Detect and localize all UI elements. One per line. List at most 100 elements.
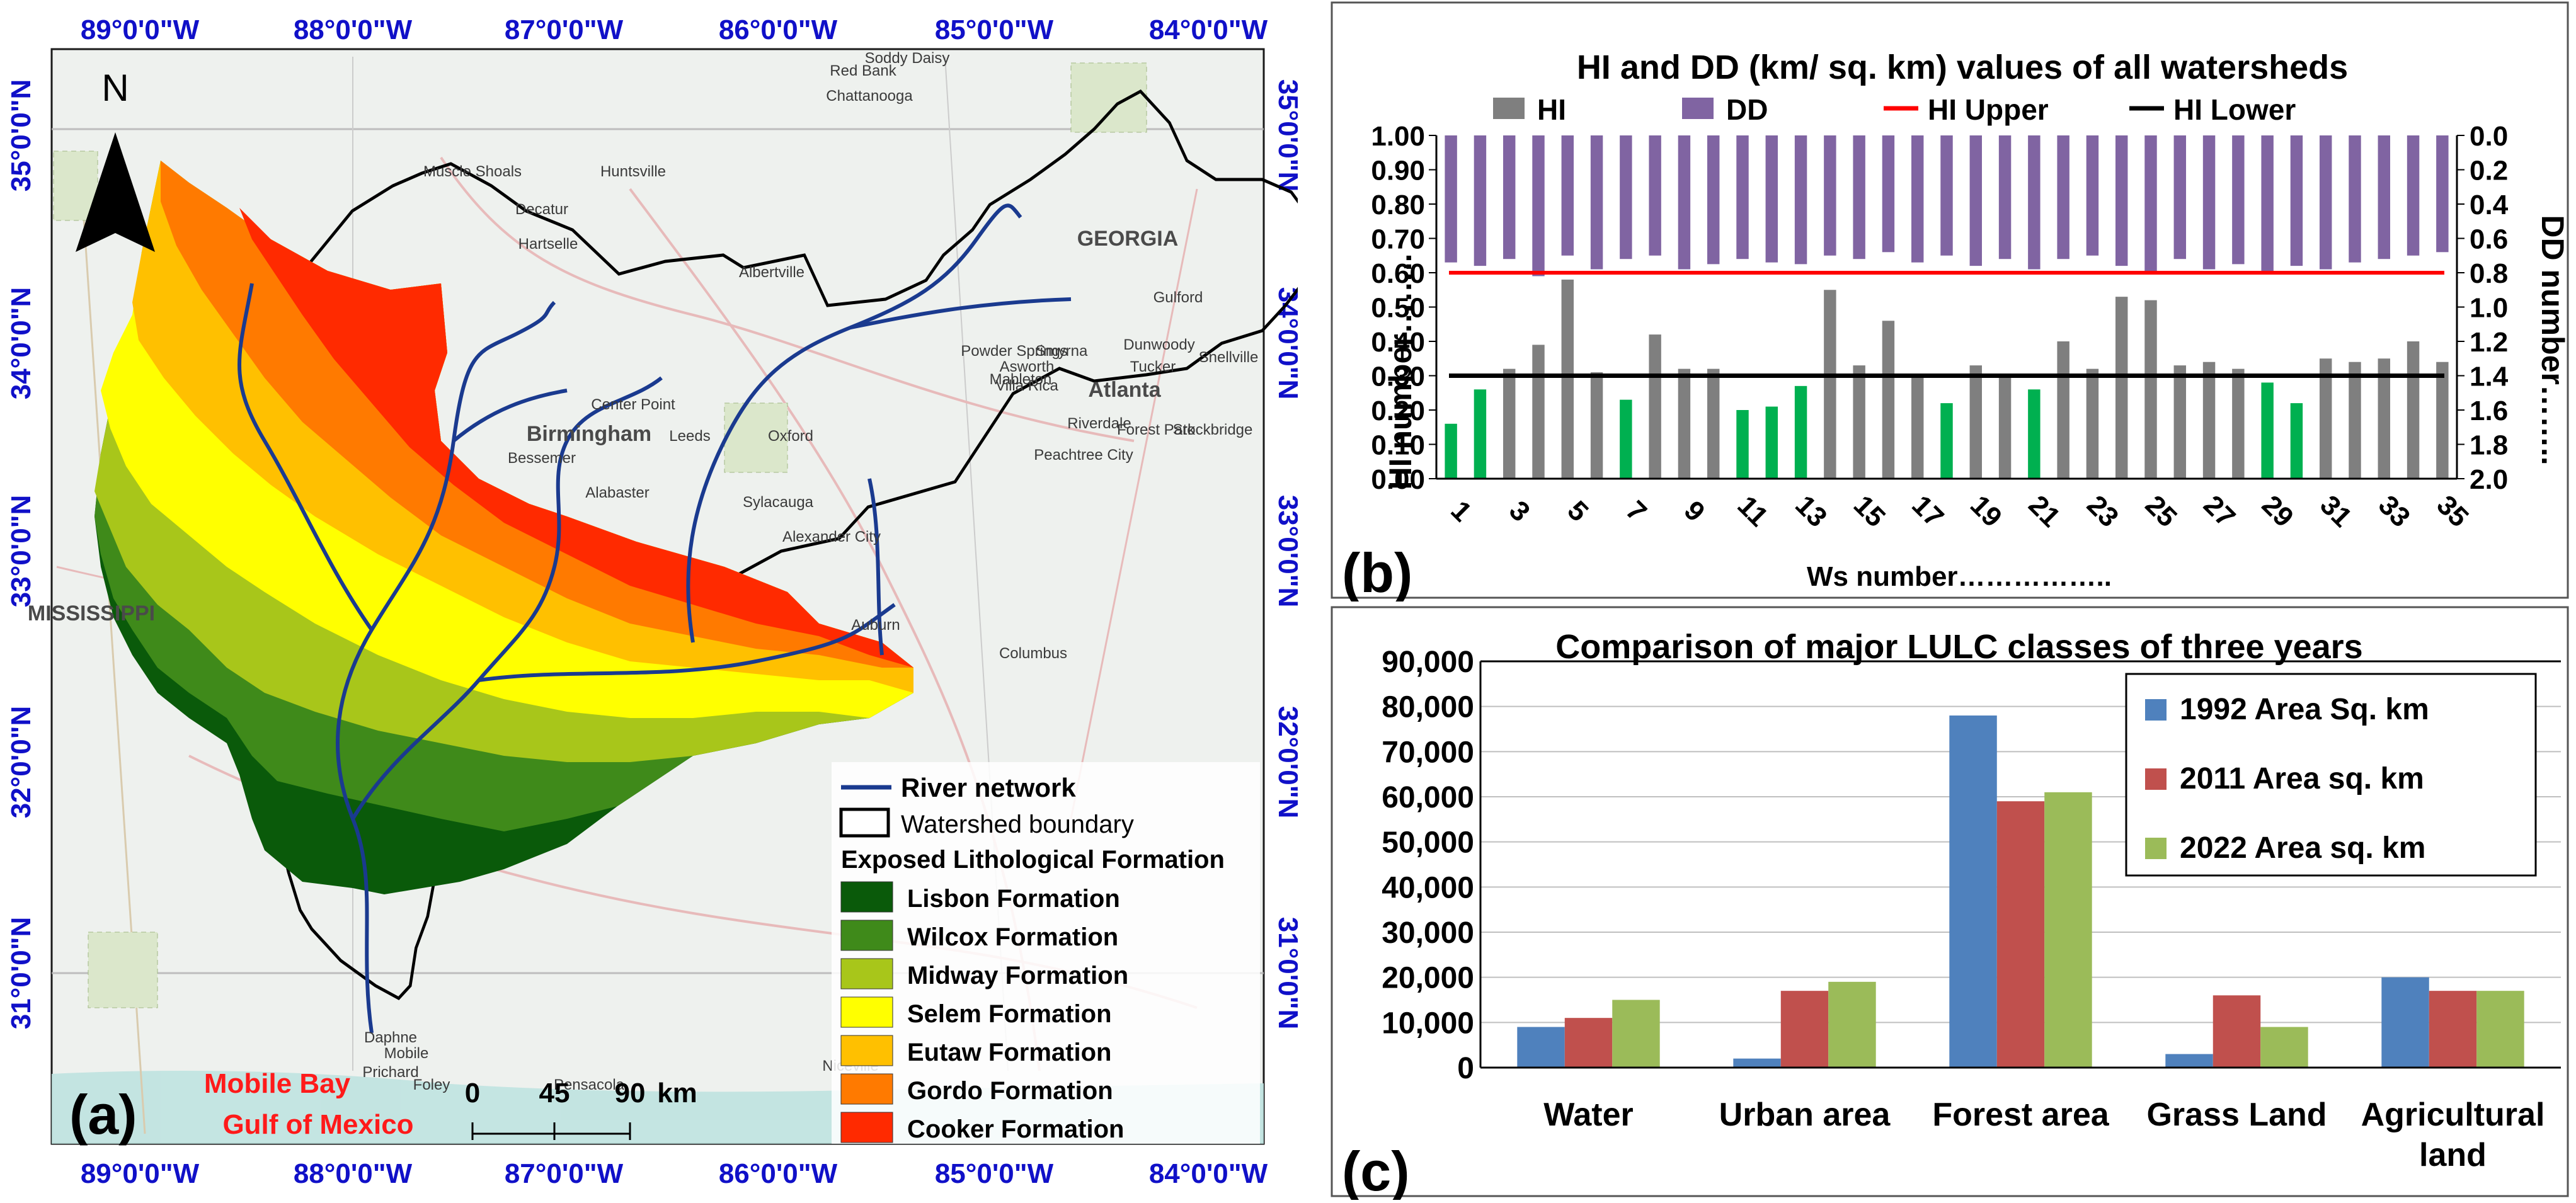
map-place-label: Villa Rica (995, 377, 1058, 394)
hi-bar (1620, 399, 1632, 479)
hi-bar (2028, 389, 2041, 479)
scale-label-km: km (657, 1078, 697, 1109)
dd-bar (2319, 135, 2332, 270)
lulc-bar (2165, 1054, 2213, 1068)
lon-label-top: 85°0'0"W (935, 14, 1054, 45)
lon-label-bottom: 86°0'0"W (719, 1158, 838, 1189)
lon-label-top: 89°0'0"W (81, 14, 200, 45)
chart-c-legend-label: 2011 Area sq. km (2180, 762, 2424, 795)
hi-bar (1707, 368, 1720, 479)
dd-bar (2028, 135, 2041, 270)
dd-bar (1678, 135, 1691, 270)
legend-formation-swatch (840, 881, 893, 913)
chart-c-ytick: 70,000 (1382, 736, 1474, 769)
map-place-label: Tucker (1130, 358, 1176, 375)
chart-c-category-label: Agricultural (2361, 1097, 2545, 1133)
chart-b-ytick: 0.90 (1371, 156, 1425, 186)
map-place-label: Snellville (1199, 349, 1259, 366)
lat-label-left: 34°0'0"N (6, 287, 37, 400)
map-place-label: Powder Springs (961, 343, 1067, 360)
legend-formation-swatch (840, 1112, 893, 1143)
lon-label-top: 84°0'0"W (1149, 14, 1268, 45)
lulc-bar (2429, 991, 2477, 1068)
lat-label-left: 32°0'0"N (6, 706, 37, 819)
chart-c-ytick: 60,000 (1382, 781, 1474, 814)
chart-b-legend-label: HI (1537, 93, 1566, 126)
chart-c-category-label: Urban area (1719, 1097, 1891, 1133)
map-place-label: Hartselle (518, 236, 578, 253)
lon-label-top: 86°0'0"W (719, 14, 838, 45)
legend-formation-item: Cooker Formation (840, 1112, 1124, 1143)
dd-bar (2407, 135, 2420, 256)
chart-b-y2tick: 0.6 (2470, 224, 2508, 255)
mobile-bay-label: Mobile Bay (204, 1068, 351, 1099)
map-place-label: Oxford (768, 428, 813, 445)
legend-formation-label: Midway Formation (907, 962, 1128, 989)
hi-dd-chart: HI and DD (km/ sq. km) values of all wat… (1331, 1, 2570, 604)
map-place-label: Forest Park (1117, 421, 1196, 438)
legend-boundary-label: Watershed boundary (901, 811, 1134, 838)
hi-bar (2261, 382, 2274, 479)
hi-bar (2407, 341, 2420, 479)
chart-c-category-label: Water (1543, 1097, 1634, 1133)
dd-bar (1998, 135, 2012, 259)
map-place-label: Chattanooga (826, 88, 913, 105)
dd-bar (1882, 135, 1895, 253)
legend-formation-label: Lisbon Formation (907, 885, 1120, 913)
chart-b-legend-item: DD (1682, 93, 1768, 126)
legend-formation-swatch (840, 996, 893, 1028)
map-place-label: Huntsville (600, 163, 666, 180)
map-place-label: Albertville (739, 264, 804, 281)
dd-bar (2086, 135, 2099, 256)
dd-bar (1794, 135, 1807, 265)
dd-bar (1911, 135, 1924, 263)
map-place-label: Asworth (1000, 358, 1055, 375)
lon-label-top: 88°0'0"W (294, 14, 413, 45)
map-place-label: Sylacauga (743, 494, 814, 511)
dd-bar (1620, 135, 1632, 259)
map-place-label: Alabaster (585, 484, 649, 501)
hi-bar (1736, 410, 1749, 479)
map-place-label: Gulford (1153, 289, 1203, 306)
chart-b-y2tick: 0.4 (2470, 190, 2509, 220)
chart-b-legend-item: HI Lower (2129, 93, 2296, 126)
map-place-label: Riverdale (1067, 415, 1131, 432)
lon-label-bottom: 84°0'0"W (1149, 1158, 1268, 1189)
panel-a-label: (a) (69, 1083, 137, 1146)
chart-b-y2tick: 0.0 (2470, 121, 2508, 152)
dd-bar (2261, 135, 2274, 273)
map-place-label: Mobile (384, 1045, 429, 1062)
scale-label-90: 90 (615, 1078, 646, 1109)
dd-bar (1969, 135, 1983, 266)
chart-c-category-label: Grass Land (2146, 1097, 2327, 1133)
hi-bar (1940, 403, 1953, 479)
chart-b-y2tick: 1.6 (2470, 396, 2508, 426)
lulc-bar (2381, 977, 2429, 1068)
legend-formation-swatch (840, 920, 893, 951)
map-legend: River network Watershed boundary Exposed… (832, 762, 1260, 1144)
chart-b-y2label: DD number…….. (2535, 215, 2570, 465)
dd-bar (2290, 135, 2303, 266)
legend-formation-swatch (840, 1073, 893, 1105)
lulc-bar (2476, 991, 2524, 1068)
chart-b-ytick: 0.00 (1371, 464, 1425, 495)
dd-bar (2202, 135, 2216, 270)
dd-bar (2436, 135, 2449, 253)
dd-bar (1853, 135, 1865, 259)
hi-bar (2202, 362, 2216, 479)
lat-label-right: 33°0'0"N (1273, 495, 1298, 608)
map-place-label: Foley (413, 1076, 450, 1093)
lulc-bar (2044, 792, 2092, 1068)
panel-a-map: 89°0'0"W 88°0'0"W 87°0'0"W 86°0'0"W 85°0'0"W… (6, 14, 1316, 1189)
lat-label-left: 33°0'0"N (6, 495, 37, 608)
hi-bar (2319, 358, 2332, 479)
chart-b-y2tick: 1.4 (2470, 362, 2509, 392)
chart-c-legend-item: 2011 Area sq. km (2145, 762, 2424, 795)
chart-c-legend: 1992 Area Sq. km 2011 Area sq. km 2022 Are… (2125, 673, 2537, 877)
hi-bar (2173, 365, 2187, 479)
map-place-label: Bessemer (508, 450, 576, 467)
dd-bar (2144, 135, 2157, 273)
dd-bar (2173, 135, 2187, 259)
chart-b-xlabel: Ws number…………….. (1807, 561, 2112, 592)
dd-bar (2232, 135, 2245, 265)
